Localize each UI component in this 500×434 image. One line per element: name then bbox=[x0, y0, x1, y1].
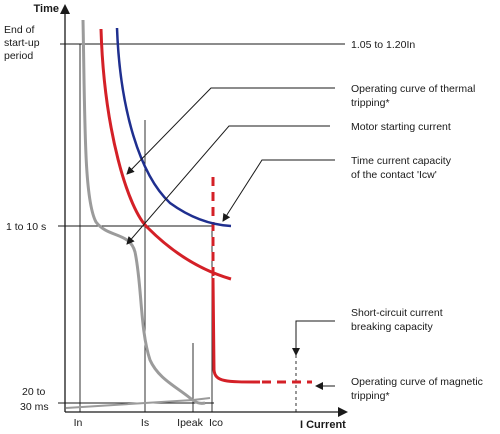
leader-sc-breaking bbox=[292, 320, 335, 356]
x-axis-title: I Current bbox=[300, 419, 346, 431]
motor-inrush-line bbox=[65, 397, 211, 409]
x-label-in: In bbox=[74, 417, 83, 429]
x-axis-arrow-icon bbox=[338, 407, 348, 417]
annotation-magnetic-2: tripping* bbox=[351, 390, 390, 402]
y-label-20-to-30ms-1: 20 to bbox=[22, 386, 46, 398]
leader-motor bbox=[126, 125, 330, 245]
y-label-end-startup-1: End of bbox=[4, 24, 34, 36]
x-label-is: Is bbox=[141, 417, 149, 429]
y-axis-title: Time bbox=[34, 3, 59, 15]
blue-thermal-curve bbox=[115, 27, 232, 228]
leader-thermal bbox=[126, 87, 335, 175]
annotation-icw-2: of the contact 'Icw' bbox=[351, 169, 437, 181]
annotation-icw-1: Time current capacity bbox=[351, 155, 452, 167]
annotation-magnetic-1: Operating curve of magnetic bbox=[351, 376, 483, 388]
annotation-sc-2: breaking capacity bbox=[351, 321, 433, 333]
annotation-motor: Motor starting current bbox=[351, 121, 451, 133]
red-thermal-curve bbox=[99, 28, 232, 281]
annotation-sc-1: Short-circuit current bbox=[351, 307, 443, 319]
x-label-ipeak: Ipeak bbox=[177, 417, 203, 429]
motor-starting-current-curve bbox=[81, 19, 206, 405]
annotation-thermal-1: Operating curve of thermal bbox=[351, 83, 475, 95]
red-magnetic-curve bbox=[211, 277, 261, 384]
y-label-end-startup-2: start-up bbox=[4, 37, 40, 49]
y-axis-arrow-icon bbox=[60, 4, 70, 14]
y-label-20-to-30ms-2: 30 ms bbox=[20, 401, 49, 413]
y-label-end-startup-3: period bbox=[4, 50, 33, 62]
x-label-ico: Ico bbox=[209, 417, 223, 429]
annotation-thermal-2: tripping* bbox=[351, 97, 390, 109]
y-label-1-to-10s: 1 to 10 s bbox=[6, 221, 46, 233]
leader-icw bbox=[222, 159, 335, 222]
annotation-range-setting: 1.05 to 1.20In bbox=[351, 39, 415, 51]
